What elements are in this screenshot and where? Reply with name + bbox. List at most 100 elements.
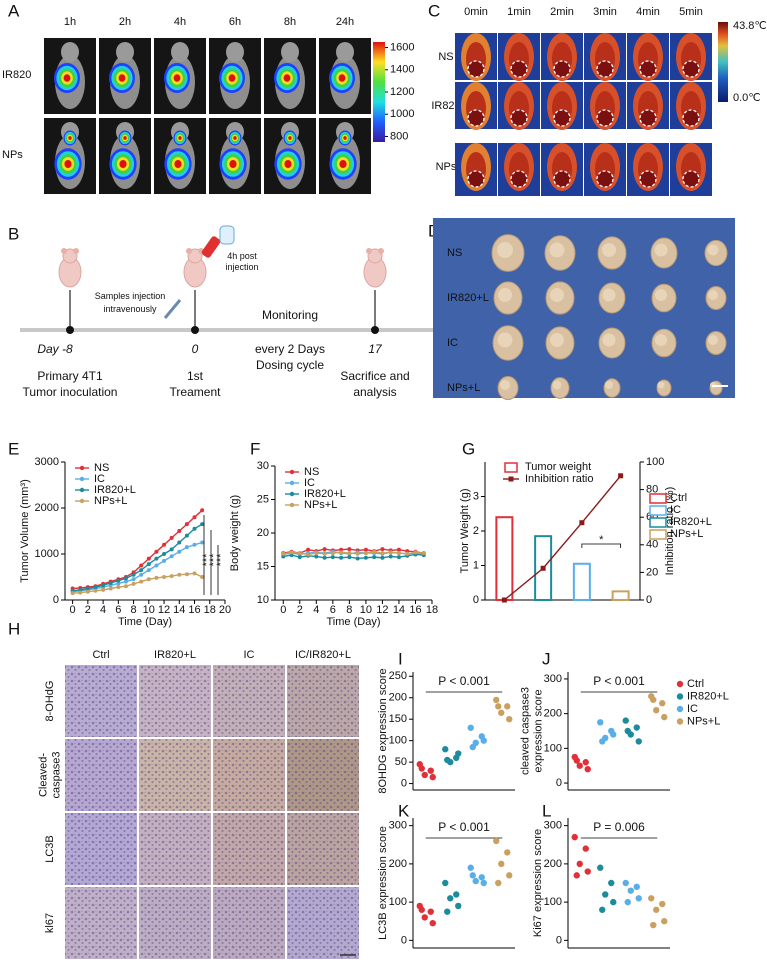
point [101,587,106,592]
point [627,887,634,894]
point [355,556,360,561]
decoration [139,813,211,885]
legend-label: IC [687,703,698,715]
colorbar-label: 1000 [390,108,414,120]
timeline-note: Monitoring [262,308,318,322]
y-tick-label: 300 [544,673,562,685]
row-label: caspase3 [50,751,62,798]
decoration [213,887,285,959]
panel-letter: K [398,801,410,820]
point [576,762,583,769]
point [200,508,205,513]
point [355,551,360,556]
bar [572,562,591,602]
point [372,549,377,554]
x-tick-label: 8 [131,604,137,616]
decoration [201,236,221,258]
point [576,860,583,868]
x-tick-label: 16 [188,604,200,616]
time-label: 1h [64,16,76,28]
decoration [281,42,299,62]
axis-title: Time (Day) [118,616,172,628]
point [123,584,128,589]
point [116,578,121,583]
point [447,895,454,902]
point [388,554,393,559]
y-tick-label: 3000 [35,456,59,468]
row-label: 8-OHdG [44,681,56,722]
axis-title: Tumor Volume (mm³) [19,479,31,583]
point [322,555,327,560]
decoration [655,334,667,346]
legend-label: IR820+L [687,690,729,702]
point [131,572,136,577]
row-label: IR820+L [447,292,489,304]
decoration [63,74,71,82]
panel-letter: G [462,439,475,458]
decoration [602,333,616,347]
timeline-note: Sacrifice and [340,369,409,383]
point [154,556,159,561]
point [584,765,591,773]
point [467,864,474,871]
y-tick-label: 250 [389,670,407,682]
decoration [228,74,236,82]
point [493,696,500,704]
timeline-note: Treament [170,385,222,399]
decoration [649,517,667,528]
point [650,696,657,703]
point [480,737,487,744]
series-line [283,553,424,560]
panel-letter: C [428,1,440,20]
y-tick-label: 0 [556,777,562,789]
decoration [510,170,528,188]
point [154,549,159,554]
decoration [65,739,137,811]
point [396,547,401,552]
decoration [371,326,379,334]
decoration [597,61,613,77]
point [139,563,144,568]
x-tick-label: 4 [100,604,106,616]
panel-letter: F [250,439,260,458]
panel-letter: L [542,801,551,820]
p-value: P < 0.001 [593,674,645,688]
decoration [139,887,211,959]
point [162,542,167,547]
time-label: 3min [593,6,617,18]
decoration [289,491,295,497]
point [469,872,476,879]
y-tick-label: 0 [401,934,407,946]
point [501,597,507,603]
x-tick-label: 12 [376,604,388,616]
decoration [287,665,359,737]
x-tick-label: 18 [204,604,216,616]
row-label: IC [447,337,458,349]
point [495,879,502,887]
y-tick-label: 150 [389,713,407,725]
decoration [552,380,562,390]
decoration [116,42,134,62]
decoration [283,74,291,82]
point [93,588,98,593]
legend-label: Ctrl [687,678,704,690]
point [297,551,302,556]
time-label: 0min [464,6,488,18]
point [169,535,174,540]
point [610,898,617,906]
decoration [683,171,699,187]
point [610,731,617,738]
decoration [498,288,512,302]
decoration [338,74,346,82]
point [633,883,640,891]
panel-letter: J [542,649,551,668]
decoration [467,170,485,188]
point [442,879,449,887]
decoration [597,171,613,187]
column-label: IC/IR820+L [295,649,351,661]
row-label: NPs [436,161,457,173]
axis-title: Inhibition ratio (%) [664,487,676,576]
x-tick-label: 2 [297,604,303,616]
row-label: NPs [2,149,23,161]
point [380,551,385,556]
